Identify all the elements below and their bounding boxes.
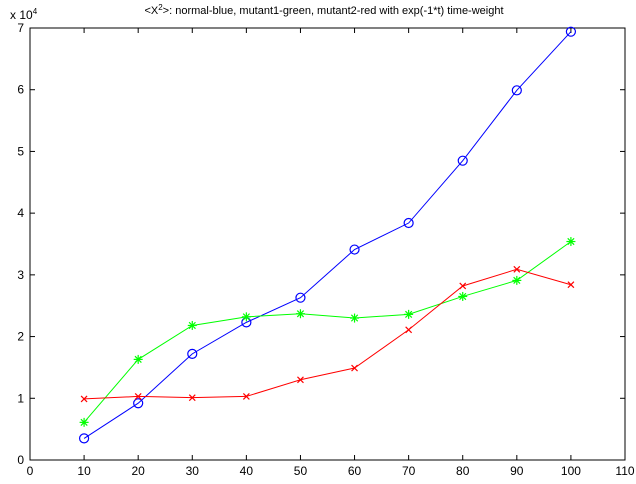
data-point-asterisk xyxy=(566,237,576,247)
data-point-x xyxy=(297,376,304,384)
x-tick-label: 70 xyxy=(402,464,416,478)
data-point-asterisk xyxy=(512,275,522,285)
x-tick-label: 60 xyxy=(348,464,362,478)
y-tick-label: 7 xyxy=(17,21,24,35)
x-tick-label: 110 xyxy=(615,464,634,478)
y-axis-multiplier: x 104 xyxy=(10,7,38,22)
data-point-x xyxy=(459,282,467,290)
y-tick-label: 3 xyxy=(17,268,24,282)
x-axis-ticks: 0 10 20 30 40 50 60 70 80 90 100 110 xyxy=(27,28,635,478)
data-point-circle xyxy=(295,292,306,303)
data-point-x xyxy=(188,394,196,402)
y-tick-label: 5 xyxy=(17,144,24,158)
data-point-circle xyxy=(565,26,577,37)
data-point-asterisk xyxy=(458,291,468,301)
y-tick-label: 2 xyxy=(17,330,24,344)
data-point-asterisk xyxy=(241,312,251,322)
series-layer xyxy=(78,26,577,444)
data-point-asterisk xyxy=(295,309,305,319)
data-point-circle xyxy=(133,398,144,409)
y-axis-multiplier-exponent: 4 xyxy=(33,7,38,16)
x-tick-label: 80 xyxy=(456,464,470,478)
data-point-x xyxy=(351,364,358,372)
chart-title: <X2>: normal-blue, mutant1-green, mutant… xyxy=(144,3,503,17)
x-tick-label: 20 xyxy=(132,464,146,478)
x-tick-label: 100 xyxy=(561,464,581,478)
y-tick-label: 6 xyxy=(17,83,24,97)
data-point-asterisk xyxy=(404,309,414,319)
y-axis-multiplier-base: x 10 xyxy=(10,8,33,22)
series-1 xyxy=(79,237,576,427)
series-line xyxy=(83,31,572,439)
chart-title-prefix: <X xyxy=(144,5,158,17)
data-point-x xyxy=(242,393,250,400)
x-tick-label: 0 xyxy=(27,464,34,478)
data-point-circle xyxy=(187,348,198,359)
y-axis-ticks: 0 1 2 3 4 5 6 7 xyxy=(17,21,625,467)
data-point-asterisk xyxy=(187,320,197,330)
series-2 xyxy=(80,265,575,403)
data-point-x xyxy=(80,395,88,403)
data-point-asterisk xyxy=(79,417,89,427)
data-point-circle xyxy=(403,217,414,229)
data-point-x xyxy=(405,326,413,334)
data-point-circle xyxy=(78,433,90,444)
series-line xyxy=(83,241,572,423)
data-point-x xyxy=(134,393,142,400)
series-0 xyxy=(78,26,577,444)
data-point-asterisk xyxy=(350,313,360,323)
x-tick-label: 30 xyxy=(186,464,200,478)
x-tick-label: 50 xyxy=(294,464,308,478)
data-point-asterisk xyxy=(133,354,143,364)
data-point-x xyxy=(513,265,521,273)
y-tick-label: 1 xyxy=(17,391,24,405)
data-point-circle xyxy=(349,244,360,255)
chart-title-suffix: >: normal-blue, mutant1-green, mutant2-r… xyxy=(163,5,504,17)
x-tick-label: 40 xyxy=(240,464,254,478)
plot-frame xyxy=(29,27,626,461)
x-tick-label: 10 xyxy=(77,464,91,478)
x-tick-label: 90 xyxy=(510,464,524,478)
data-point-circle xyxy=(457,155,468,166)
y-tick-label: 0 xyxy=(17,453,24,467)
chart-title-superscript: 2 xyxy=(158,3,163,12)
axes xyxy=(29,27,626,461)
y-tick-label: 4 xyxy=(17,206,24,220)
data-point-circle xyxy=(511,85,522,96)
series-line xyxy=(84,268,572,400)
data-point-x xyxy=(567,281,575,289)
